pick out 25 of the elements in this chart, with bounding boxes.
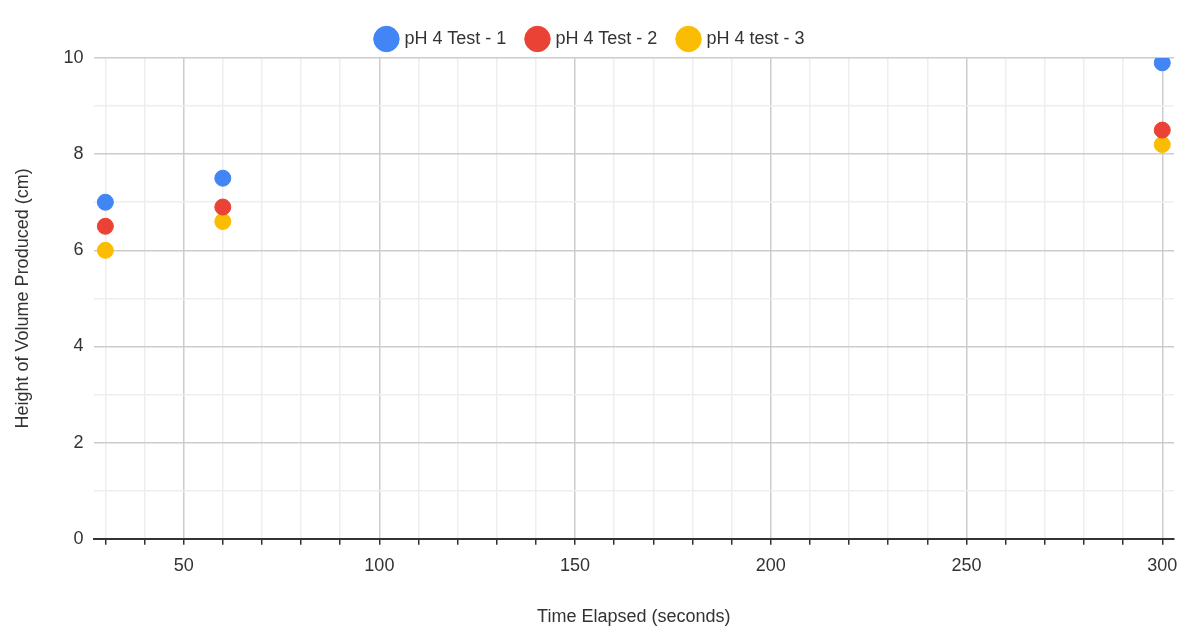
legend-label: pH 4 test - 3 [706, 27, 805, 48]
y-tick-label: 2 [73, 431, 84, 452]
x-tick-label: 250 [951, 554, 982, 575]
point [214, 198, 232, 216]
x-tick-label: 50 [173, 554, 194, 575]
y-axis-title: Height of Volume Produced (cm) [11, 168, 32, 429]
legend-label: pH 4 Test - 2 [555, 27, 658, 48]
x-tick-label: 300 [1147, 554, 1178, 575]
x-tick-label: 200 [755, 554, 786, 575]
point [214, 169, 232, 187]
legend-label: pH 4 Test - 1 [404, 27, 507, 48]
point [1153, 136, 1171, 154]
x-tick-label: 100 [364, 554, 395, 575]
y-tick-label: 10 [63, 46, 84, 67]
point [214, 212, 232, 230]
x-tick-label: 150 [560, 554, 591, 575]
x-axis-title: Time Elapsed (seconds) [537, 606, 731, 627]
point [96, 193, 114, 211]
y-tick-label: 0 [73, 527, 84, 548]
point [96, 217, 114, 235]
y-tick-label: 4 [73, 335, 84, 356]
y-tick-label: 6 [73, 239, 84, 260]
y-tick-label: 8 [73, 143, 84, 164]
point [1153, 121, 1171, 139]
point [96, 241, 114, 259]
